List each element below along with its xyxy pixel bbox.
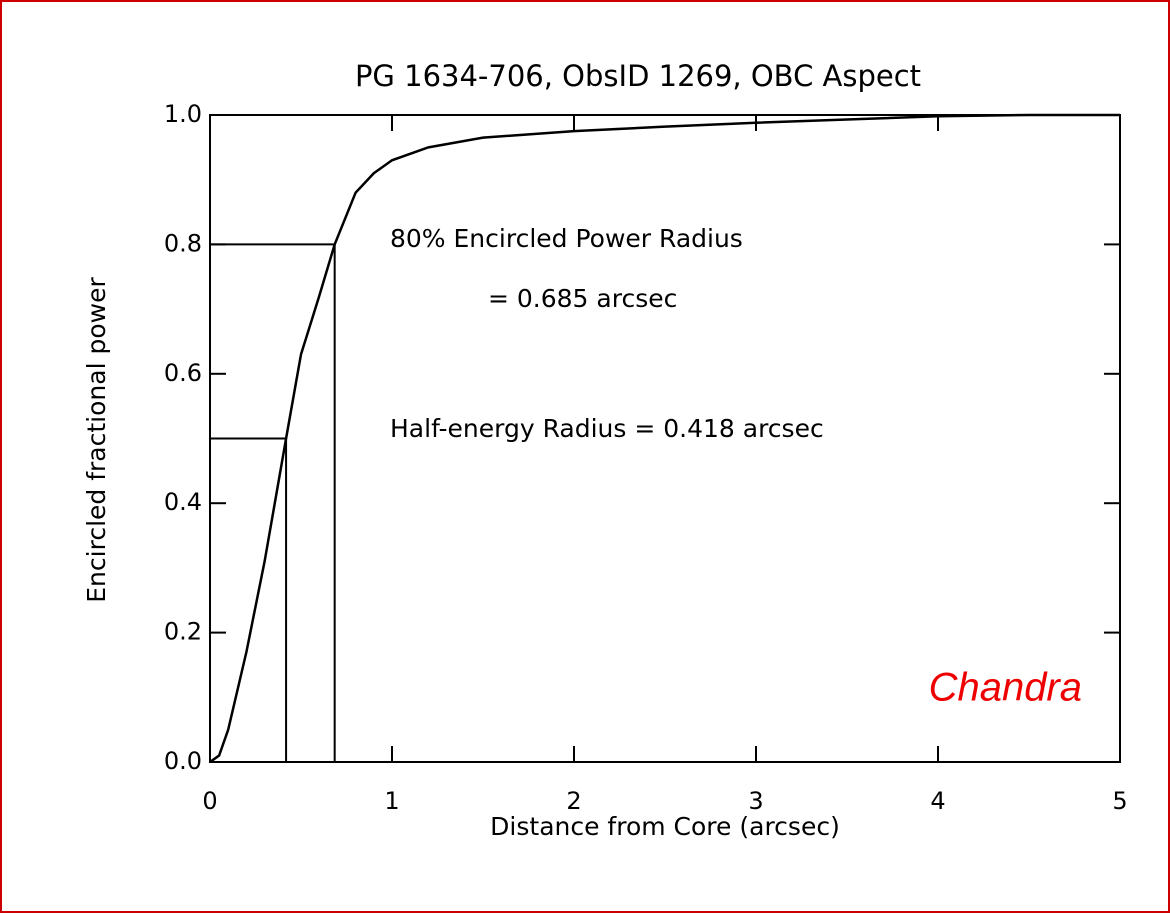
y-tick-label: 0.0 <box>164 747 202 775</box>
annotation: Half-energy Radius = 0.418 arcsec <box>390 414 824 443</box>
annotation: Chandra <box>929 666 1082 710</box>
annotation: 80% Encircled Power Radius <box>390 224 743 253</box>
y-tick-label: 1.0 <box>164 100 202 128</box>
x-axis-label: Distance from Core (arcsec) <box>490 812 840 841</box>
x-tick-label: 1 <box>384 787 399 815</box>
x-tick-label: 3 <box>748 787 763 815</box>
x-tick-label: 4 <box>930 787 945 815</box>
annotation: = 0.685 arcsec <box>488 284 677 313</box>
x-tick-label: 2 <box>566 787 581 815</box>
x-tick-label: 0 <box>202 787 217 815</box>
curve <box>209 113 1120 764</box>
y-tick-label: 0.6 <box>164 359 202 387</box>
chart-title: PG 1634-706, ObsID 1269, OBC Aspect <box>355 59 921 93</box>
y-tick-label: 0.4 <box>164 488 202 516</box>
y-axis-label: Encircled fractional power <box>82 277 111 603</box>
x-tick-label: 5 <box>1112 787 1127 815</box>
y-tick-label: 0.8 <box>164 229 202 257</box>
y-tick-label: 0.2 <box>164 618 202 646</box>
